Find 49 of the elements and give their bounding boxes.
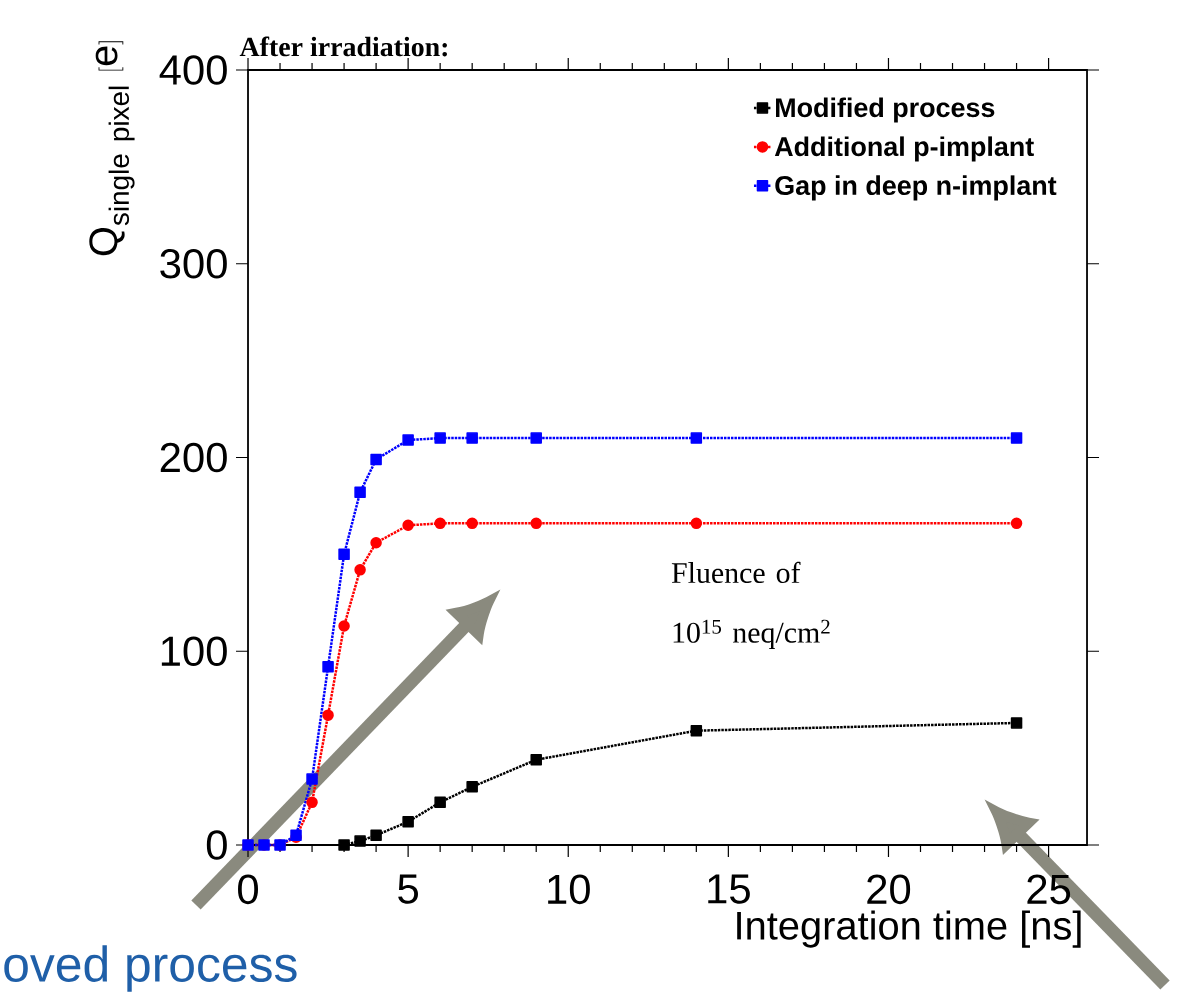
point — [322, 660, 334, 673]
x-tick-label: 20 — [867, 874, 911, 905]
point — [370, 829, 382, 842]
point — [690, 517, 703, 530]
point — [322, 709, 334, 721]
y-tick-label: 300 — [160, 248, 227, 279]
y-tick-label: 200 — [160, 442, 227, 473]
legend-label: Additional p-implant — [774, 136, 1034, 162]
point — [690, 432, 703, 444]
text: Fluence of 10$^{15}$ neq/cm$^{2}$ — [671, 561, 830, 649]
x-tick-label: 0 — [238, 874, 259, 905]
point — [530, 432, 542, 444]
y-tick-label: 0 — [206, 830, 227, 860]
point — [354, 835, 366, 847]
point — [354, 564, 366, 576]
point — [530, 517, 542, 530]
point — [402, 434, 414, 446]
x-axis-title: Integration time [ns] — [737, 910, 1081, 948]
point — [354, 486, 366, 499]
x-tick-label: 15 — [708, 874, 750, 904]
legend-label: Gap in deep n-implant — [775, 175, 1057, 201]
y-tick-label: 400 — [159, 55, 227, 85]
point — [690, 724, 703, 737]
point — [338, 839, 350, 851]
x-tick-label: 10 — [548, 874, 590, 905]
text: oved process — [4, 945, 297, 992]
y-axis-title: $\mathrm{Q}_{\mathrm{single\ pixel}}\ [\mathrm{e}]$ — [89, 41, 135, 256]
point — [434, 796, 446, 809]
point — [402, 815, 414, 828]
point — [338, 620, 350, 632]
point — [1010, 432, 1023, 444]
point — [530, 753, 542, 766]
point — [466, 517, 478, 530]
point — [306, 773, 318, 785]
point — [338, 548, 350, 561]
chart-title: After irradiation: — [239, 36, 447, 57]
point — [1010, 717, 1023, 729]
point — [434, 517, 446, 530]
point — [1010, 517, 1023, 530]
point — [370, 453, 382, 466]
point — [434, 432, 446, 444]
point — [402, 519, 414, 532]
y-tick-label: 100 — [161, 636, 227, 667]
point — [370, 536, 382, 549]
point — [466, 781, 478, 793]
x-tick-label: 5 — [398, 874, 418, 904]
legend-label: Modified process — [776, 97, 995, 123]
point — [306, 796, 318, 809]
point — [466, 432, 478, 444]
